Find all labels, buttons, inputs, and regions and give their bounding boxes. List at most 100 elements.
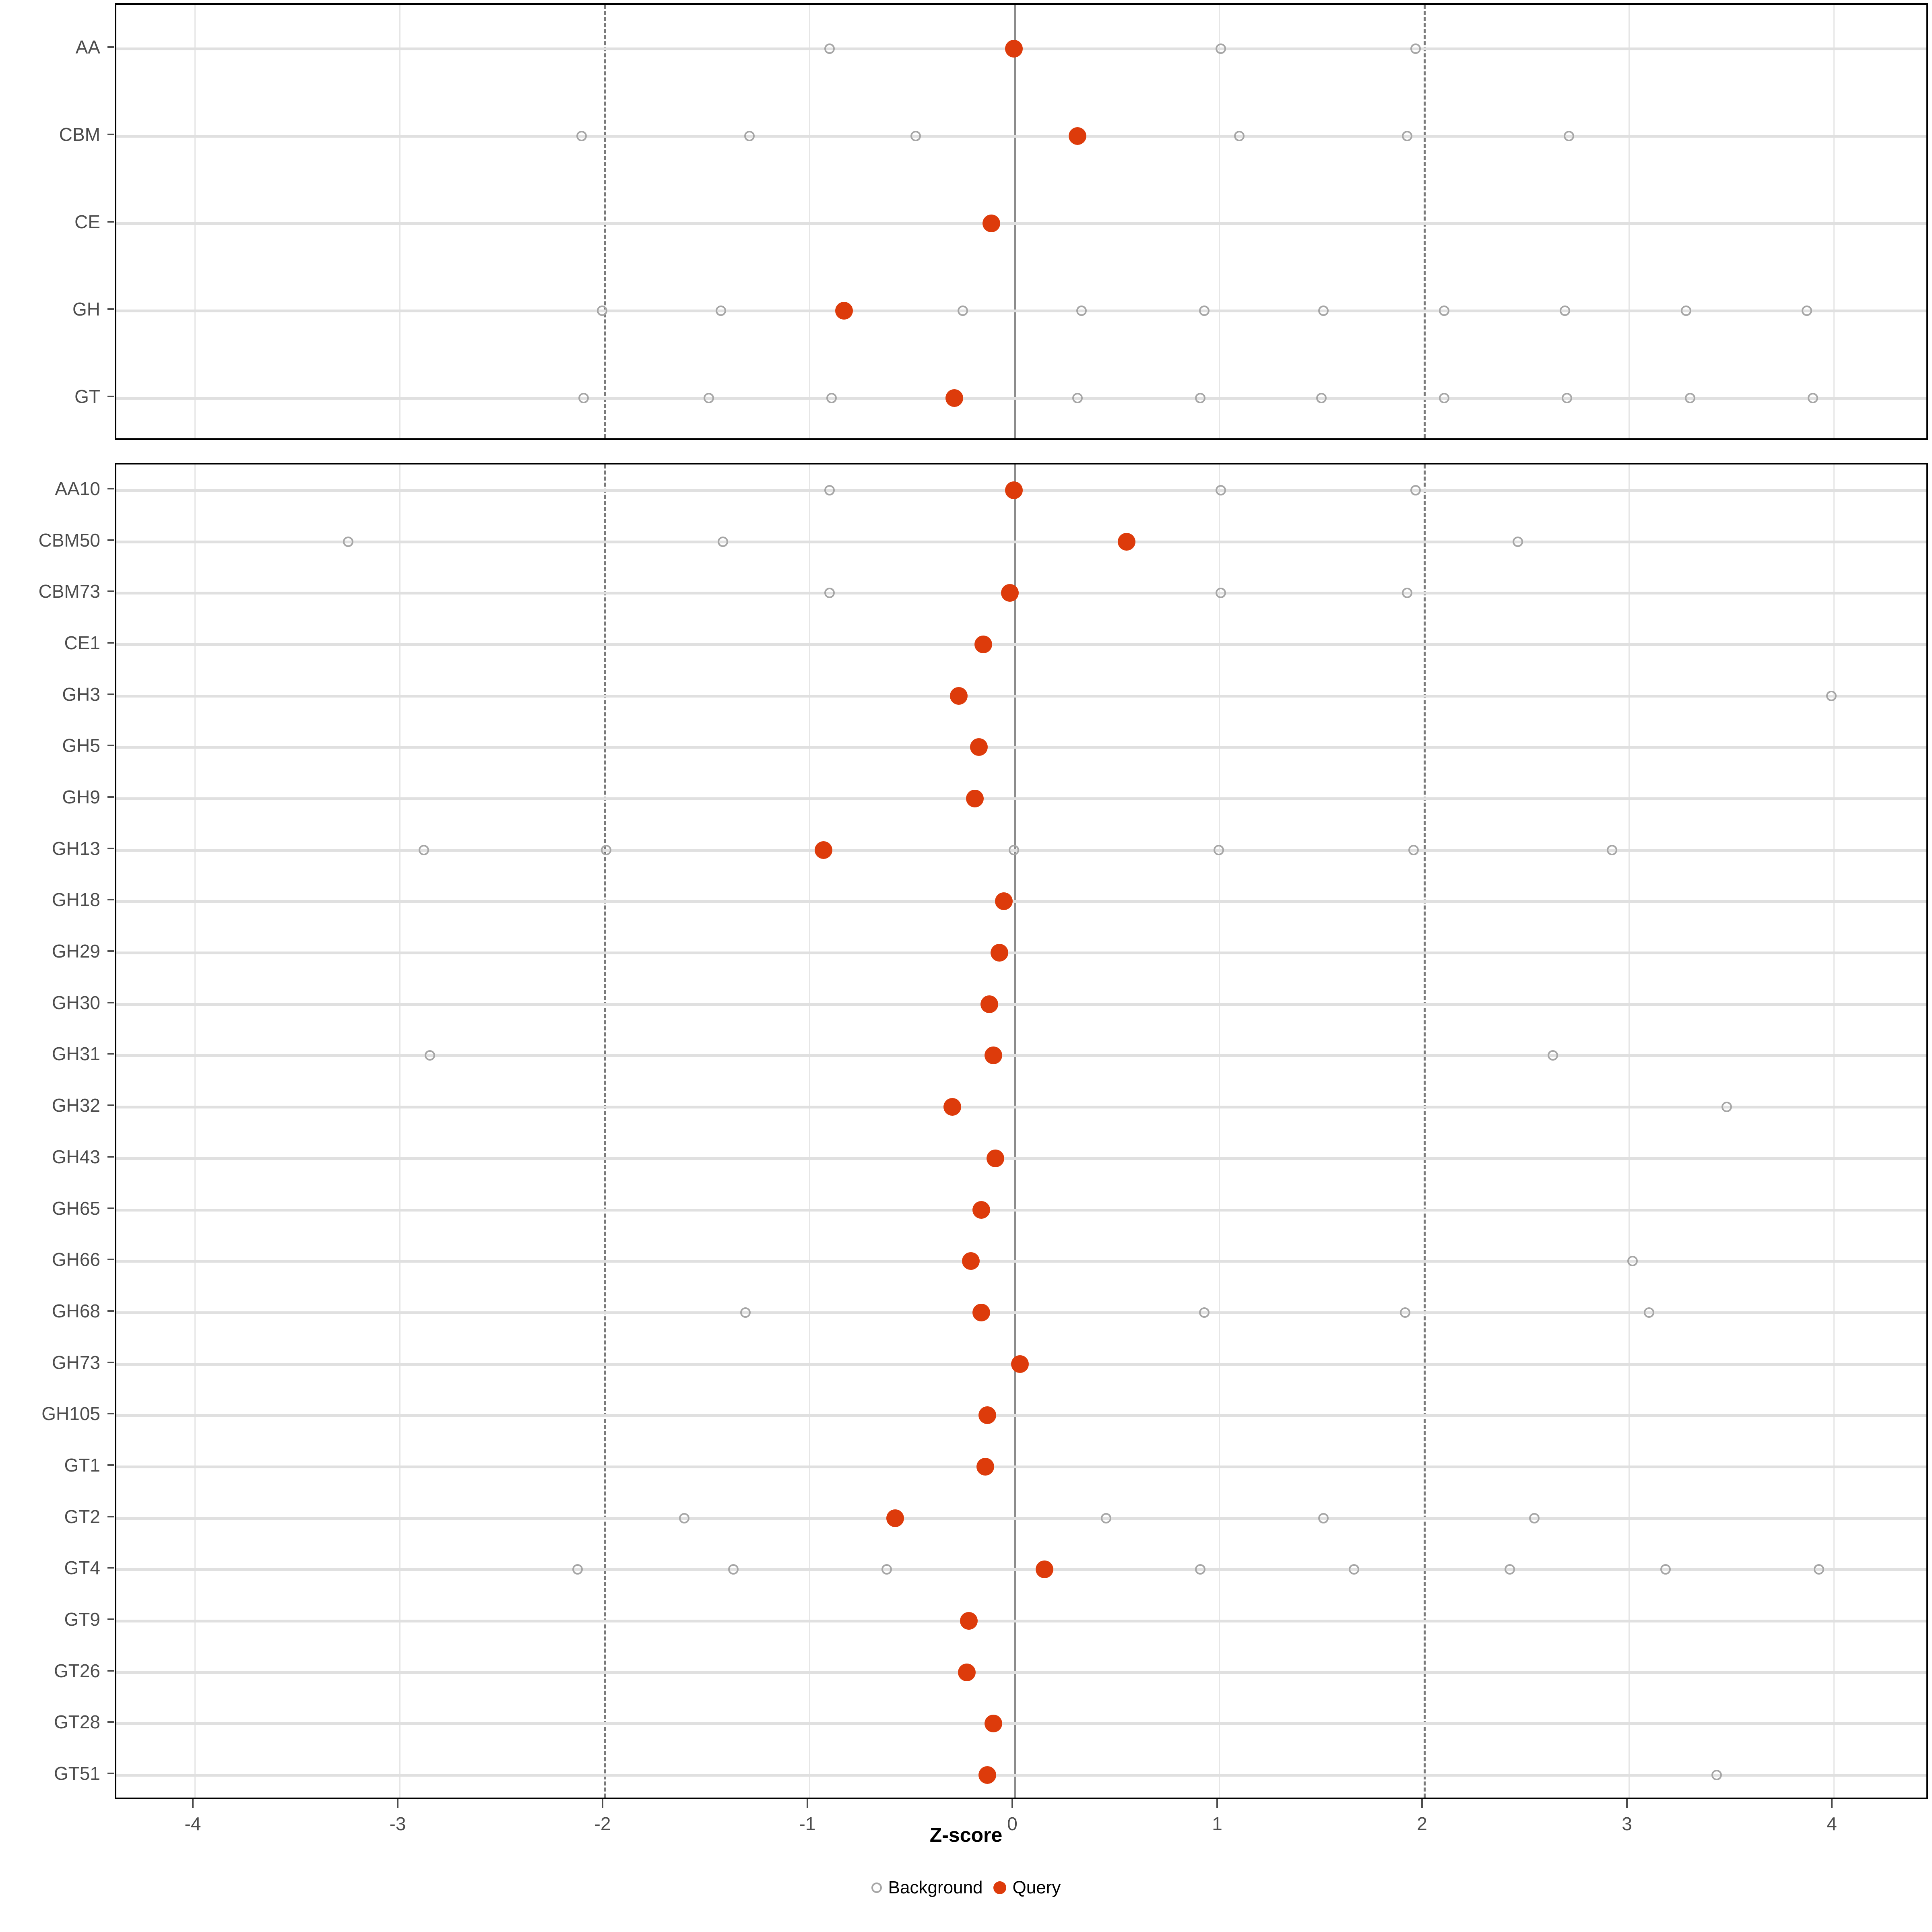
- y-axis-tick-label: GH29: [52, 941, 100, 962]
- x-axis-tick: [807, 1799, 808, 1808]
- y-axis-tick-label: GT1: [64, 1455, 100, 1476]
- background-point: [910, 130, 921, 141]
- x-gridline: [1219, 5, 1220, 438]
- x-axis-tick-label: -2: [594, 1813, 611, 1834]
- x-gridline: [399, 464, 400, 1798]
- legend-item-background: Background: [871, 1878, 983, 1898]
- query-point: [966, 790, 984, 807]
- y-axis-tick: [107, 1053, 114, 1055]
- row-gridline: [116, 1414, 1926, 1417]
- x-gridline: [809, 464, 810, 1798]
- background-point: [1660, 1564, 1671, 1575]
- background-point: [1547, 1050, 1558, 1061]
- x-gridline: [399, 5, 400, 438]
- background-point: [1076, 305, 1087, 316]
- background-point: [1316, 392, 1327, 403]
- x-gridline: [809, 5, 810, 438]
- background-point: [1318, 305, 1329, 316]
- x-axis-tick-label: 0: [1007, 1813, 1018, 1834]
- y-axis-tick-label: GT: [74, 386, 100, 407]
- query-point: [945, 389, 964, 407]
- background-point: [1504, 1564, 1515, 1575]
- x-axis-tick: [192, 1799, 194, 1808]
- query-point: [991, 944, 1009, 962]
- query-point: [1068, 127, 1086, 145]
- background-point: [1234, 130, 1245, 141]
- y-axis-tick-label: GH32: [52, 1095, 100, 1116]
- query-point: [1011, 1355, 1029, 1373]
- y-axis-tick-label: GT51: [54, 1763, 100, 1784]
- y-axis-tick-label: GH5: [62, 735, 100, 756]
- row-gridline: [116, 1466, 1926, 1468]
- background-point: [1216, 588, 1226, 599]
- background-point: [1826, 690, 1837, 701]
- y-axis-tick: [107, 1361, 114, 1363]
- background-point: [1216, 43, 1226, 54]
- row-gridline: [116, 396, 1926, 400]
- y-axis-tick: [107, 1310, 114, 1312]
- background-point: [826, 392, 837, 403]
- background-point: [1439, 305, 1449, 316]
- row-gridline: [116, 134, 1926, 138]
- background-point: [679, 1513, 689, 1523]
- y-axis-tick: [107, 1207, 114, 1209]
- y-axis-tick-label: GH73: [52, 1352, 100, 1373]
- y-axis-tick-label: GH105: [41, 1403, 100, 1424]
- y-axis-tick-label: GT9: [64, 1609, 100, 1630]
- x-axis-tick-label: 2: [1417, 1813, 1427, 1834]
- query-point: [1005, 39, 1023, 58]
- query-point: [949, 687, 968, 705]
- background-point: [1402, 588, 1413, 599]
- y-axis-tick: [107, 642, 114, 644]
- y-axis-tick: [107, 590, 114, 592]
- background-point: [419, 844, 429, 855]
- y-axis-tick: [107, 1721, 114, 1723]
- row-gridline: [116, 1517, 1926, 1520]
- background-point: [601, 844, 612, 855]
- y-axis-tick: [107, 1773, 114, 1775]
- y-axis-tick-label: GH31: [52, 1043, 100, 1065]
- query-point: [962, 1252, 980, 1270]
- background-point: [1643, 1307, 1654, 1318]
- legend: Background Query: [0, 1878, 1932, 1898]
- background-point: [718, 536, 729, 547]
- background-point: [824, 43, 835, 54]
- query-point: [972, 1303, 990, 1321]
- query-point: [886, 1509, 904, 1527]
- y-axis-tick-label: GT2: [64, 1506, 100, 1527]
- background-point: [1513, 536, 1523, 547]
- background-point: [1814, 1564, 1825, 1575]
- plot-area-class-level: [116, 5, 1926, 438]
- y-axis-tick-label: GH: [72, 298, 100, 320]
- y-axis-tick-label: GT4: [64, 1557, 100, 1579]
- row-gridline: [116, 694, 1926, 698]
- x-axis-tick-label: 4: [1827, 1813, 1837, 1834]
- query-point: [978, 1406, 996, 1424]
- y-axis-tick: [107, 308, 114, 310]
- background-point: [1400, 1307, 1411, 1318]
- background-point: [740, 1307, 751, 1318]
- y-axis-tick: [107, 796, 114, 798]
- row-gridline: [116, 1054, 1926, 1057]
- query-point: [1005, 481, 1023, 499]
- background-point: [1439, 392, 1449, 403]
- threshold-reference-line: [1424, 5, 1426, 438]
- open-circle-icon: [871, 1882, 882, 1893]
- background-point: [572, 1564, 583, 1575]
- background-point: [1214, 844, 1224, 855]
- background-point: [1562, 392, 1573, 403]
- y-axis-tick-label: CBM73: [38, 581, 100, 602]
- background-point: [1801, 305, 1812, 316]
- background-point: [728, 1564, 739, 1575]
- x-axis-tick-label: 1: [1212, 1813, 1222, 1834]
- panel-class-level: [115, 3, 1928, 440]
- x-gridline: [1833, 464, 1835, 1798]
- background-point: [1195, 392, 1206, 403]
- row-gridline: [116, 1003, 1926, 1006]
- x-axis-tick-label: -4: [184, 1813, 201, 1834]
- threshold-reference-line: [1424, 464, 1426, 1798]
- query-point: [1117, 533, 1135, 551]
- y-axis-tick: [107, 693, 114, 695]
- background-point: [824, 588, 835, 599]
